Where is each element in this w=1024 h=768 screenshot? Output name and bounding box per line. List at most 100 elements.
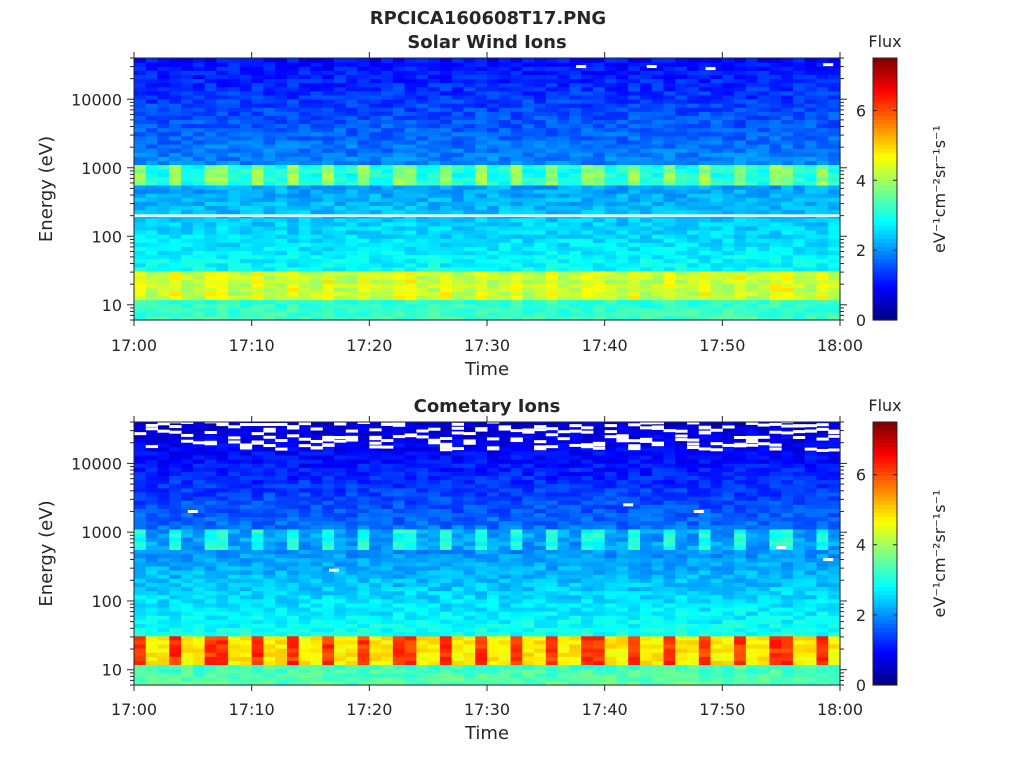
heatmap-cell	[792, 74, 806, 80]
heatmap-cell	[157, 648, 170, 653]
heatmap-cell	[286, 652, 300, 657]
heatmap-cell	[651, 238, 665, 243]
heatmap-cell	[239, 246, 253, 251]
heatmap-cell	[251, 103, 265, 108]
heatmap-cell	[581, 238, 594, 243]
heatmap-cell	[169, 520, 182, 526]
heatmap-cell	[310, 266, 323, 272]
heatmap-cell	[392, 287, 406, 292]
heatmap-cell	[134, 549, 147, 555]
heatmap-cell	[792, 90, 806, 96]
heatmap-cell	[298, 127, 312, 133]
heatmap-cell	[781, 123, 794, 129]
heatmap-cell	[581, 86, 594, 92]
heatmap-cell	[251, 225, 265, 231]
heatmap-cell	[286, 160, 300, 166]
heatmap-cell	[769, 148, 782, 153]
heatmap-cell	[592, 168, 606, 174]
heatmap-cell	[757, 209, 770, 215]
heatmap-cell	[157, 516, 170, 522]
heatmap-cell	[428, 299, 441, 305]
heatmap-cell	[181, 627, 194, 633]
heatmap-cell	[381, 205, 394, 211]
heatmap-cell	[228, 262, 241, 268]
heatmap-cell	[628, 258, 641, 264]
heatmap-cell	[392, 62, 406, 67]
heatmap-cell	[192, 491, 206, 497]
heatmap-cell	[334, 221, 347, 227]
heatmap-cell	[404, 160, 417, 166]
heatmap-cell	[169, 471, 182, 477]
heatmap-cell	[616, 168, 629, 174]
heatmap-cell	[275, 217, 288, 223]
heatmap-cell	[357, 258, 370, 264]
heatmap-cell	[769, 279, 782, 284]
heatmap-cell	[745, 115, 759, 120]
heatmap-cell	[487, 160, 500, 166]
heatmap-cell	[698, 86, 712, 92]
heatmap-cell	[286, 111, 300, 116]
heatmap-cell	[651, 98, 665, 104]
heatmap-cell	[286, 184, 300, 190]
heatmap-cell	[416, 315, 429, 321]
heatmap-cell	[604, 176, 618, 182]
heatmap-cell	[828, 62, 841, 67]
heatmap-cell	[357, 168, 370, 174]
heatmap-cell	[792, 168, 806, 174]
heatmap-cell	[510, 221, 523, 227]
heatmap-cell	[710, 287, 723, 292]
heatmap-cell	[687, 262, 700, 268]
heatmap-cell	[487, 131, 500, 137]
heatmap-cell	[404, 172, 417, 178]
heatmap-cell	[298, 471, 312, 477]
heatmap-cell	[216, 430, 229, 435]
heatmap-cell	[628, 254, 641, 260]
heatmap-cell	[216, 176, 229, 182]
heatmap-cell	[769, 115, 782, 120]
heatmap-cell	[663, 152, 676, 157]
heatmap-cell	[416, 119, 429, 125]
heatmap-cell	[263, 652, 276, 657]
heatmap-cell	[781, 74, 794, 80]
heatmap-cell	[722, 295, 735, 301]
heatmap-cell	[263, 107, 276, 112]
heatmap-cell	[792, 98, 806, 104]
heatmap-cell	[157, 111, 170, 116]
heatmap-cell	[475, 164, 488, 170]
heatmap-cell	[557, 143, 570, 149]
colorbar-segment	[873, 201, 897, 206]
heatmap-cell	[792, 66, 806, 71]
heatmap-cell	[251, 516, 265, 522]
heatmap-cell	[204, 250, 217, 256]
heatmap-cell	[181, 463, 194, 468]
heatmap-cell	[616, 111, 629, 116]
heatmap-cell	[663, 123, 676, 129]
heatmap-cell	[369, 176, 382, 182]
heatmap-cell	[404, 131, 417, 137]
heatmap-cell	[169, 664, 182, 670]
heatmap-cell	[381, 315, 394, 321]
heatmap-cell	[357, 172, 370, 178]
colorbar-segment	[873, 279, 897, 284]
heatmap-cell	[134, 274, 147, 280]
heatmap-cell	[463, 70, 476, 75]
heatmap-cell	[275, 172, 288, 178]
heatmap-cell	[263, 606, 276, 612]
heatmap-cell	[757, 115, 770, 120]
heatmap-cell	[157, 582, 170, 587]
heatmap-cell	[804, 98, 818, 104]
heatmap-cell	[616, 139, 629, 145]
heatmap-cell	[322, 193, 335, 198]
heatmap-cell	[639, 217, 653, 223]
heatmap-cell	[498, 119, 512, 125]
heatmap-cell	[534, 62, 547, 67]
heatmap-cell	[251, 627, 265, 633]
heatmap-cell	[145, 205, 159, 211]
heatmap-cell	[381, 295, 394, 301]
heatmap-cell	[322, 70, 335, 75]
heatmap-cell	[157, 131, 170, 137]
heatmap-cell	[651, 119, 665, 125]
heatmap-cell	[275, 652, 288, 657]
heatmap-cell	[275, 516, 288, 522]
heatmap-cell	[628, 250, 641, 256]
